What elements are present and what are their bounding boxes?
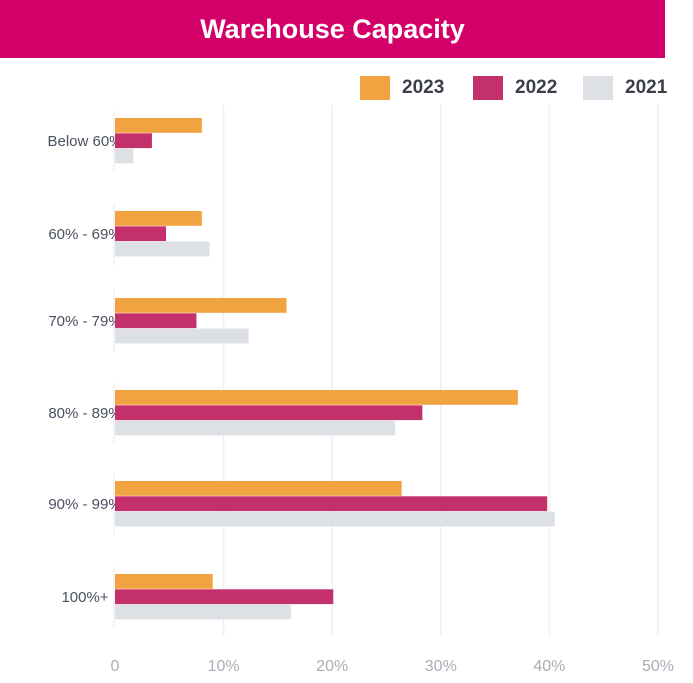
- legend-label: 2023: [402, 77, 445, 98]
- x-tick-label: 20%: [316, 658, 348, 675]
- category-label: Below 60%: [47, 133, 122, 150]
- bar-2023-5: [115, 574, 213, 589]
- bar-2022-3: [115, 405, 423, 421]
- bar-2023-0: [115, 118, 202, 133]
- category-label: 60% - 69%: [48, 226, 121, 243]
- x-tick-label: 30%: [425, 658, 457, 675]
- x-tick-label: 10%: [208, 658, 240, 675]
- bar-2022-2: [115, 313, 197, 329]
- bar-2021-1: [115, 241, 210, 257]
- bar-2021-2: [115, 328, 249, 344]
- bar-2023-1: [115, 211, 202, 226]
- legend-swatch: [473, 76, 503, 100]
- bar-2023-4: [115, 481, 402, 496]
- bar-2021-5: [115, 604, 291, 620]
- bar-2022-1: [115, 226, 167, 242]
- legend-label: 2022: [515, 77, 558, 98]
- bar-2021-0: [115, 148, 134, 164]
- bar-2022-0: [115, 133, 152, 149]
- legend-swatch: [583, 76, 613, 100]
- legend-label: 2021: [625, 77, 668, 98]
- legend-item-2021: 2021: [583, 76, 667, 100]
- x-tick-label: 40%: [533, 658, 565, 675]
- bar-2022-4: [115, 496, 548, 512]
- category-label: 100%+: [61, 589, 108, 606]
- legend-swatch: [360, 76, 390, 100]
- legend-item-2022: 2022: [473, 76, 557, 100]
- category-label: 80% - 89%: [48, 405, 121, 422]
- bar-2021-4: [115, 511, 555, 527]
- bar-2021-3: [115, 420, 396, 436]
- legend-item-2023: 2023: [360, 76, 444, 100]
- x-tick-label: 50%: [642, 658, 674, 675]
- category-label: 70% - 79%: [48, 313, 121, 330]
- bar-2023-2: [115, 298, 287, 313]
- bar-2023-3: [115, 390, 518, 405]
- x-tick-label: 0: [111, 658, 120, 675]
- bar-2022-5: [115, 589, 334, 605]
- category-label: 90% - 99%: [48, 496, 121, 513]
- chart-title: Warehouse Capacity: [0, 0, 665, 58]
